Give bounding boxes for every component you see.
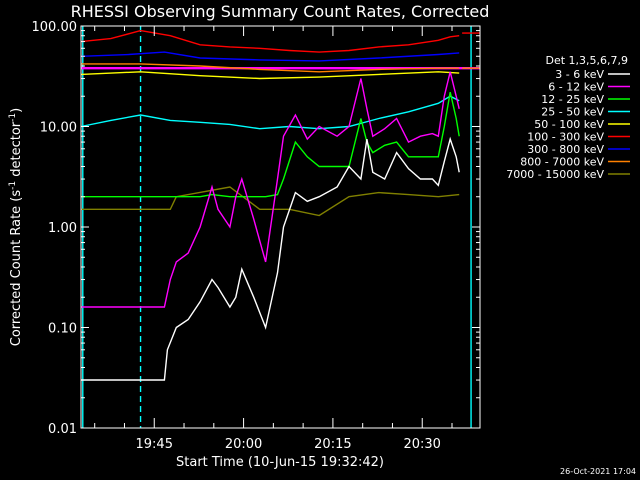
legend-label: 50 - 100 keV [534, 118, 604, 131]
legend-label: 7000 - 15000 keV [506, 168, 604, 181]
series-line [80, 51, 460, 62]
series-line [81, 71, 460, 308]
legend-label: 12 - 25 keV [541, 93, 604, 106]
chart-title: RHESSI Observing Summary Count Rates, Co… [71, 2, 490, 21]
legend-label: 6 - 12 keV [548, 81, 604, 94]
y-axis-label-end: ) [9, 108, 24, 113]
y-tick-label: 100.00 [32, 20, 78, 35]
x-tick-label: 19:45 [136, 437, 173, 452]
y-axis-label-sup2: -1 [8, 113, 18, 122]
x-tick-label: 20:15 [314, 437, 351, 452]
series-line [81, 186, 460, 217]
legend-title: Det 1,3,5,6,7,9 [545, 54, 628, 67]
series-line [81, 136, 460, 381]
legend-label: 3 - 6 keV [555, 68, 604, 81]
legend-label: 100 - 300 keV [527, 131, 604, 144]
x-tick-label: 20:00 [225, 437, 262, 452]
y-tick-label: 0.10 [48, 322, 77, 337]
series-line [81, 63, 460, 73]
x-ticks: 19:45 20:00 20:15 20:30 [94, 26, 453, 452]
y-axis-label-mid: detector [9, 121, 24, 181]
legend-label: 800 - 7000 keV [520, 156, 604, 169]
legend-label: 300 - 800 keV [527, 143, 604, 156]
x-tick-label: 20:30 [403, 437, 440, 452]
plot-area [81, 26, 480, 428]
y-tick-label: 1.00 [48, 221, 77, 236]
x-axis-label: Start Time (10-Jun-15 19:32:42) [176, 455, 384, 470]
y-ticks: 0.01 0.10 1.00 10.00 100.00 [32, 20, 480, 437]
y-axis-label-main: Corrected Count Rate (s [9, 190, 24, 347]
y-tick-label: 10.00 [40, 121, 77, 136]
series-line [80, 29, 460, 53]
legend-label: 25 - 50 keV [541, 106, 604, 119]
series-layer [80, 29, 480, 381]
y-axis-label-sup1: -1 [8, 181, 18, 190]
timestamp: 26-Oct-2021 17:04 [560, 467, 636, 476]
y-axis-label: Corrected Count Rate (s-1 detector-1) [8, 108, 24, 346]
y-tick-label: 0.01 [48, 422, 77, 437]
series-line [80, 71, 460, 80]
